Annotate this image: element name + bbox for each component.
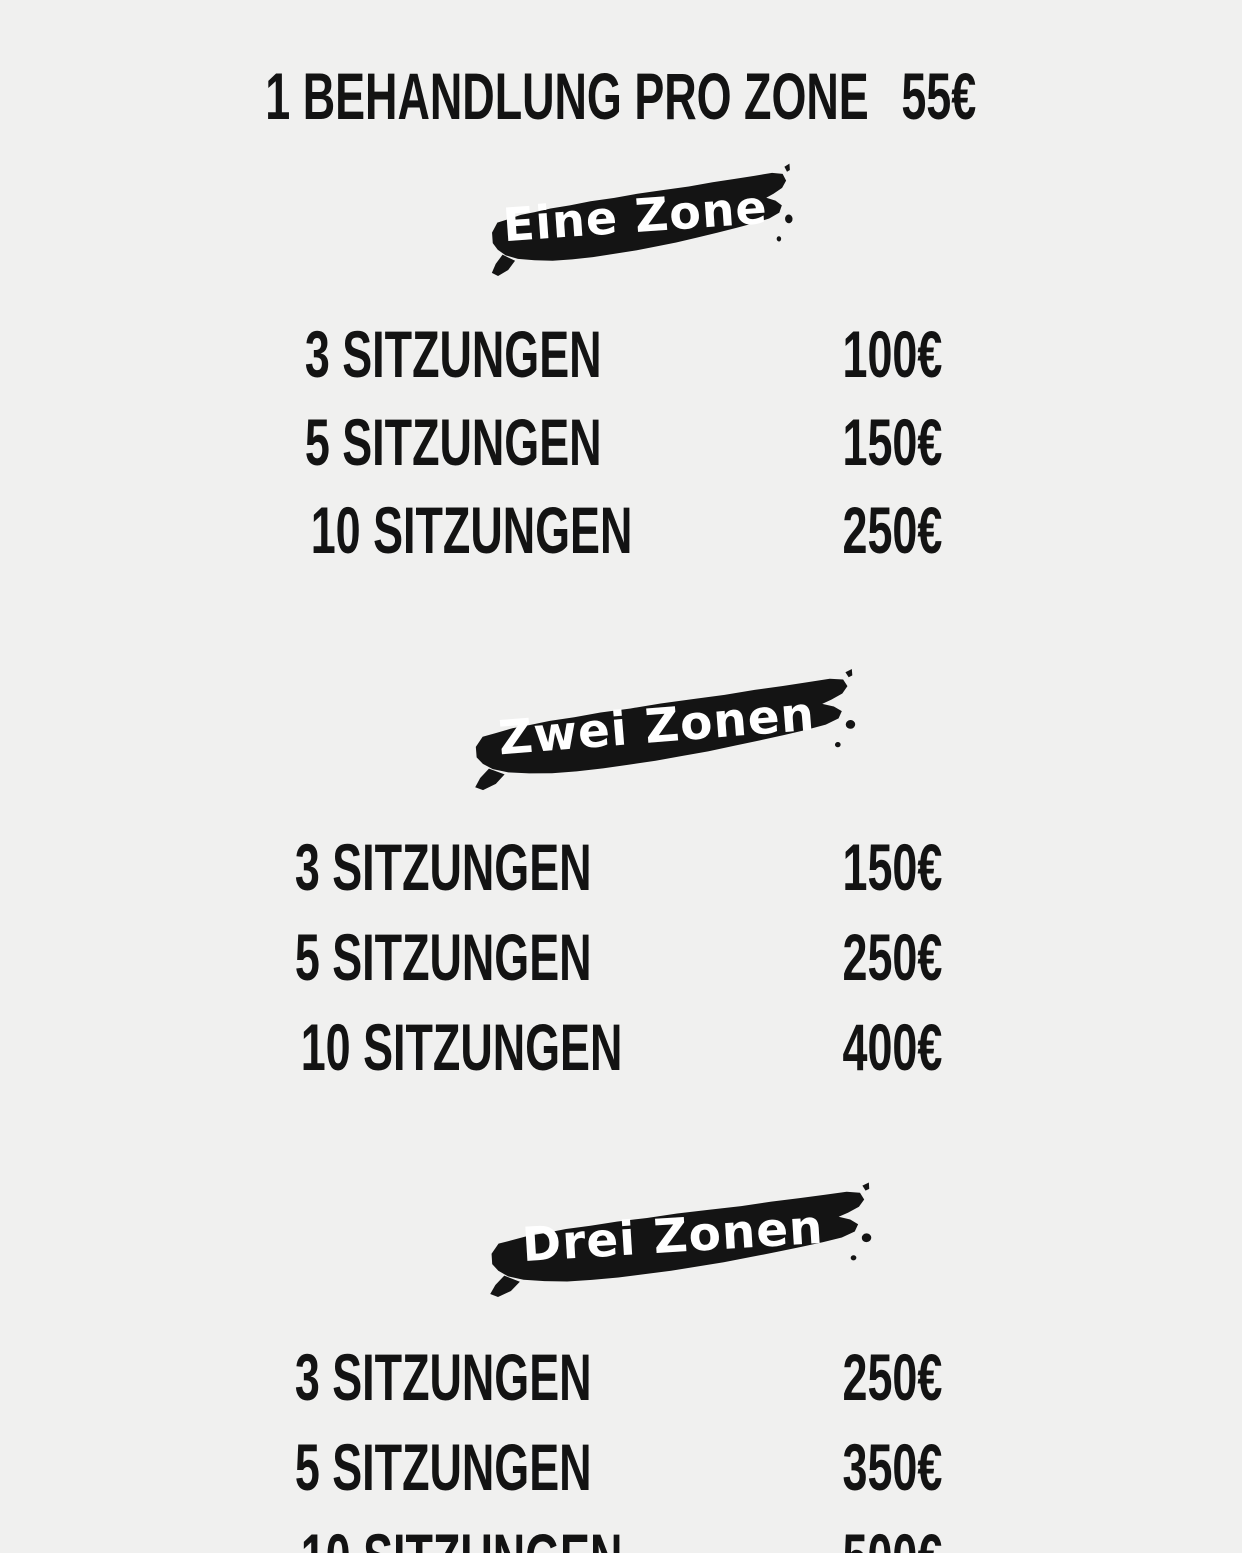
brush-stroke-icon — [475, 668, 857, 791]
session-label: 10 SITZUNGEN — [300, 1010, 623, 1084]
page-title: 1 BEHANDLUNG PRO ZONE 55€ — [0, 58, 1242, 134]
session-label: 3 SITZUNGEN — [294, 830, 592, 904]
title-text: 1 BEHANDLUNG PRO ZONE — [265, 59, 869, 133]
price-row: 3 SITZUNGEN 150€ — [225, 822, 980, 912]
price-row: 10 SITZUNGEN 500€ — [225, 1512, 980, 1553]
session-label: 10 SITZUNGEN — [310, 493, 633, 567]
price-row: 5 SITZUNGEN 250€ — [225, 912, 980, 1002]
session-label: 5 SITZUNGEN — [294, 1430, 592, 1504]
session-label: 3 SITZUNGEN — [304, 317, 602, 391]
price-value: 250€ — [842, 493, 943, 567]
price-value: 400€ — [842, 1010, 943, 1084]
price-row: 5 SITZUNGEN 350€ — [225, 1422, 980, 1512]
price-value: 150€ — [842, 405, 943, 479]
price-row: 10 SITZUNGEN 250€ — [235, 486, 980, 574]
session-label: 5 SITZUNGEN — [304, 405, 602, 479]
session-label: 5 SITZUNGEN — [294, 920, 592, 994]
price-value: 250€ — [842, 920, 943, 994]
price-value: 250€ — [842, 1340, 943, 1414]
title-price: 55€ — [901, 59, 977, 133]
price-row: 3 SITZUNGEN 100€ — [235, 310, 980, 398]
section-badge-drei-zonen: Drei Zonen — [471, 1180, 874, 1300]
section-badge-zwei-zonen: Zwei Zonen — [455, 667, 859, 794]
brush-stroke-icon — [490, 1181, 874, 1298]
brush-stroke-icon — [491, 162, 794, 276]
price-value: 500€ — [843, 1524, 943, 1553]
price-value: 150€ — [842, 830, 943, 904]
price-row: 5 SITZUNGEN 150€ — [235, 398, 980, 486]
session-label: 10 SITZUNGEN — [301, 1524, 623, 1553]
price-value: 100€ — [842, 317, 943, 391]
price-table-drei-zonen: 3 SITZUNGEN 250€ 5 SITZUNGEN 350€ 10 SIT… — [225, 1332, 980, 1553]
price-row: 3 SITZUNGEN 250€ — [225, 1332, 980, 1422]
price-table-zwei-zonen: 3 SITZUNGEN 150€ 5 SITZUNGEN 250€ 10 SIT… — [225, 822, 980, 1092]
section-badge-eine-zone: Eine Zone — [475, 161, 796, 279]
price-table-eine-zone: 3 SITZUNGEN 100€ 5 SITZUNGEN 150€ 10 SIT… — [235, 310, 980, 574]
price-row: 10 SITZUNGEN 400€ — [225, 1002, 980, 1092]
session-label: 3 SITZUNGEN — [294, 1340, 592, 1414]
price-value: 350€ — [842, 1430, 943, 1504]
